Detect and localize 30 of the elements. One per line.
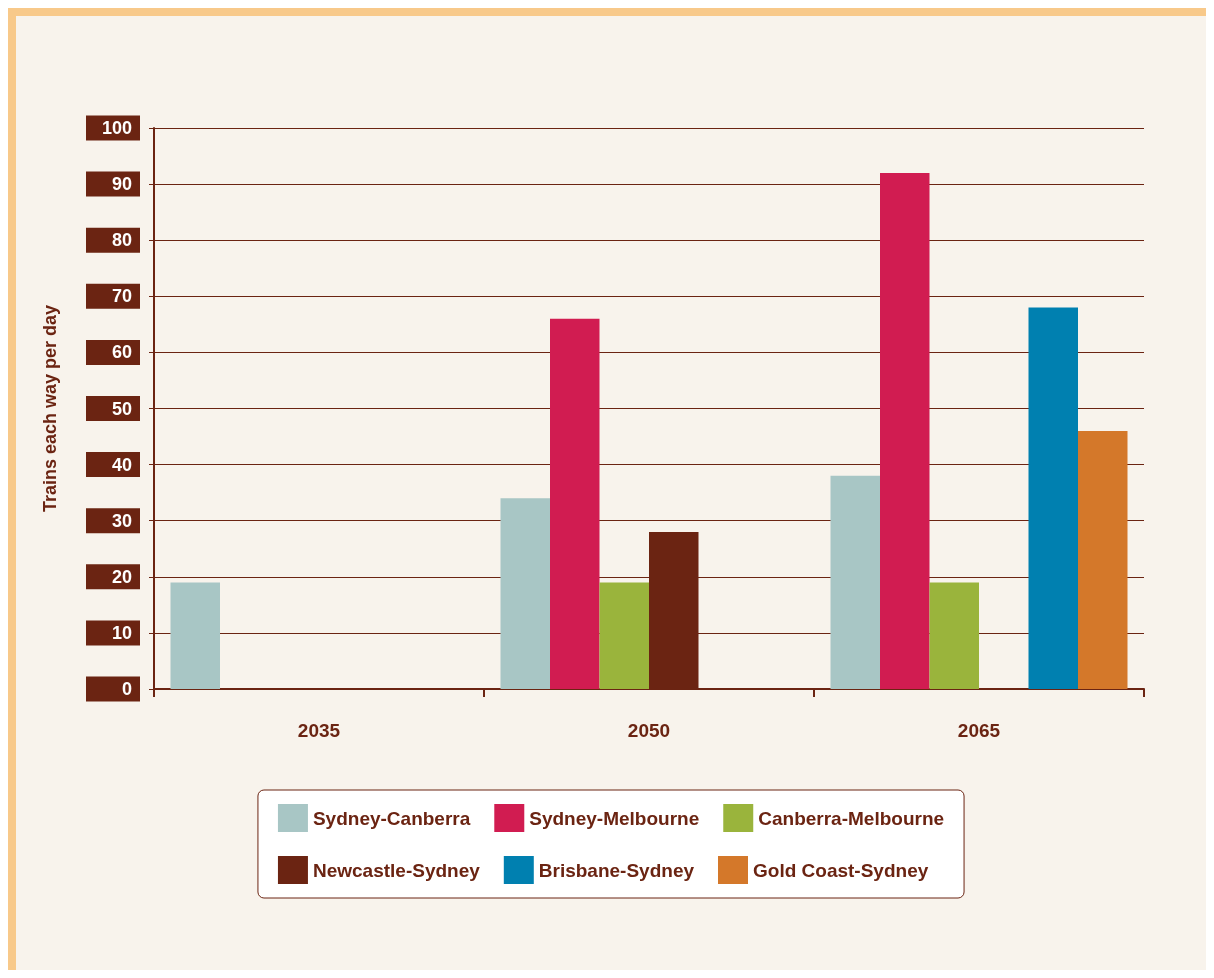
legend-label: Canberra-Melbourne	[758, 807, 945, 829]
bar	[880, 172, 930, 689]
bar	[500, 498, 550, 689]
y-tick-label: 80	[111, 230, 132, 251]
x-tick-label: 2035	[297, 720, 341, 741]
y-tick-label: 10	[111, 622, 132, 643]
bar	[929, 582, 979, 689]
legend-label: Sydney-Melbourne	[529, 807, 700, 829]
legend-label: Gold Coast-Sydney	[753, 859, 929, 881]
y-tick-label: 20	[111, 566, 132, 587]
y-axis-title: Trains each way per day	[40, 304, 60, 513]
bar	[1078, 430, 1128, 689]
bar	[170, 582, 220, 689]
y-tick-label: 30	[111, 510, 132, 531]
x-tick-label: 2065	[957, 720, 1001, 741]
x-tick-label: 2050	[627, 720, 671, 741]
y-tick-label: 100	[101, 118, 132, 138]
y-tick-label: 70	[111, 286, 132, 307]
bar	[1028, 307, 1078, 689]
y-tick-label: 50	[111, 398, 132, 419]
y-tick-label: 90	[111, 174, 132, 195]
y-tick-label: 60	[111, 342, 132, 363]
bar	[550, 318, 600, 689]
y-tick-label: 40	[111, 454, 132, 475]
legend-label: Newcastle-Sydney	[312, 859, 481, 881]
bar	[830, 475, 880, 689]
bar	[599, 582, 649, 689]
legend-label: Sydney-Canberra	[312, 807, 471, 829]
legend-label: Brisbane-Sydney	[538, 859, 695, 881]
y-tick-label: 0	[121, 679, 132, 699]
